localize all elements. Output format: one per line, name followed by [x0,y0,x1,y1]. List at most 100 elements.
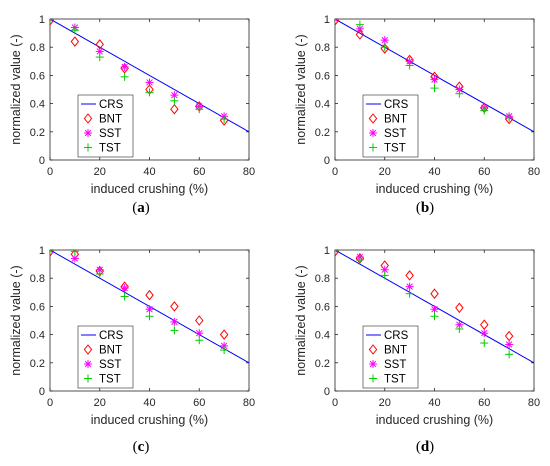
x-tick-label: 40 [428,166,440,178]
x-tick-label: 40 [143,166,155,178]
legend: CRS BNT SST TST [77,94,134,158]
legend-label-tst: TST [384,143,406,155]
point-tst [405,289,414,298]
point-bnt [145,289,154,301]
legend-label-bnt: BNT [99,345,122,357]
point-bnt [195,315,204,326]
x-tick-label: 80 [528,166,540,178]
y-tick-label: 0 [324,386,330,398]
legend-swatch-tst [369,374,377,383]
point-tst [170,96,179,105]
x-tick-label: 0 [47,397,53,409]
point-sst [505,340,514,349]
point-tst [220,115,229,124]
legend-swatch-tst [84,374,92,383]
legend-swatch-sst [84,129,92,137]
x-tick-label: 60 [193,166,205,178]
data-layer [50,19,249,133]
x-tick-label: 0 [332,166,338,178]
x-tick-label: 60 [478,166,490,178]
y-tick-label: 0.8 [315,42,330,54]
legend-swatch-tst [84,143,92,152]
legend-swatch-bnt [83,344,93,355]
y-tick-label: 1 [324,14,330,26]
point-bnt [355,29,365,40]
chart-panel-c: 0 20 40 60 80 0 0.2 0.4 0.6 0.8 1 induced crushing … [9,245,255,455]
point-tst [195,105,204,114]
data-layer [50,250,249,364]
y-axis-label: normalized value (-) [9,34,23,144]
point-tst [70,26,79,35]
x-tick-label: 20 [94,397,106,409]
point-bnt [170,301,179,312]
y-tick-label: 0 [39,155,45,167]
legend-box [77,325,134,389]
point-sst [405,282,414,291]
legend-label-crs: CRS [99,99,124,111]
point-tst [220,346,229,355]
y-tick-label: 0.6 [30,70,45,82]
x-tick-label: 60 [478,397,490,409]
point-tst [145,312,154,321]
point-sst [50,250,54,254]
point-tst [355,255,364,264]
x-axis-label: induced crushing (%) [376,413,493,427]
legend-swatch-tst [369,143,377,152]
y-tick-label: 0.2 [315,127,330,139]
y-axis-label: normalized value (-) [294,265,308,375]
y-tick-label: 0.4 [30,330,45,342]
point-sst [220,341,229,350]
legend-box [77,94,134,158]
y-tick-label: 0.2 [30,127,45,139]
point-bnt [455,302,464,314]
x-tick-label: 20 [94,166,106,178]
point-sst [430,75,439,84]
y-tick-label: 0.6 [315,301,330,313]
legend-label-bnt: BNT [384,345,407,357]
point-bnt [430,288,439,300]
point-sst [120,284,129,293]
legend: CRS BNT SST TST [362,325,419,389]
legend-label-crs: CRS [384,330,409,342]
legend-label-bnt: BNT [99,114,122,126]
legend-box [362,325,419,389]
legend-label-bnt: BNT [384,114,407,126]
point-tst [355,20,364,29]
legend-swatch-sst [369,129,377,137]
x-tick-label: 20 [379,166,391,178]
legend-label-crs: CRS [384,99,409,111]
legend: CRS BNT SST TST [362,94,419,158]
panel-caption: (c) [133,439,150,455]
point-sst [335,250,339,254]
point-tst [505,350,514,359]
point-bnt [405,270,414,281]
point-sst [70,254,79,263]
x-axis-label: induced crushing (%) [376,182,493,196]
x-tick-label: 20 [379,397,391,409]
legend: CRS BNT SST TST [77,325,134,389]
x-tick-label: 0 [47,166,53,178]
point-sst [455,320,464,329]
point-tst [170,326,179,335]
legend-label-crs: CRS [99,330,124,342]
y-tick-label: 0 [324,155,330,167]
y-tick-label: 0.6 [315,70,330,82]
y-tick-label: 0.4 [30,99,45,111]
point-tst [405,61,414,70]
data-layer [335,19,534,133]
point-tst [120,72,129,81]
point-tst [455,324,464,333]
chart-panel-a: 0 20 40 60 80 0 0.2 0.4 0.6 0.8 1 induced crushing … [9,14,255,216]
y-tick-label: 1 [39,245,45,257]
legend-swatch-bnt [83,113,93,124]
x-tick-label: 80 [243,397,255,409]
y-tick-label: 0.2 [315,358,330,370]
point-sst [170,317,179,326]
point-bnt [70,36,80,47]
y-tick-label: 0.8 [30,42,45,54]
point-tst [380,43,389,52]
y-tick-label: 0.4 [315,99,330,111]
legend-swatch-bnt [368,344,378,355]
point-sst [480,329,489,338]
